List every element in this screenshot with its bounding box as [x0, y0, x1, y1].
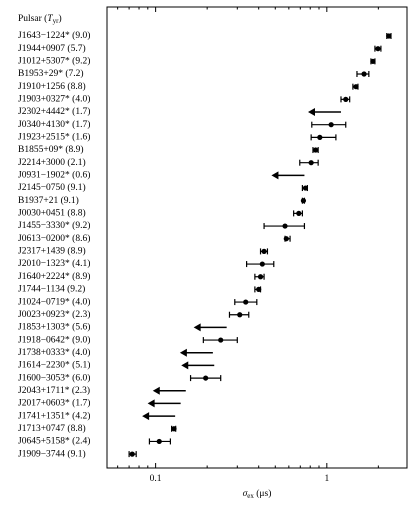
arrow-head [271, 171, 279, 180]
pulsar-label: B1855+09* (8.9) [18, 144, 84, 155]
data-point [261, 248, 267, 254]
pulsar-label: B1937+21 (9.1) [18, 195, 79, 206]
arrow-head [179, 348, 187, 357]
pulsar-label: J0340+4130* (1.7) [18, 119, 90, 130]
pulsar-label: J2010−1323* (4.1) [18, 258, 90, 269]
pulsar-label: J2043+1711* (2.3) [18, 385, 90, 396]
x-tick-label: 0.1 [150, 474, 162, 484]
pulsar-label: J1455−3330* (9.2) [18, 220, 90, 231]
column-header: Pulsar (Tyr) [18, 13, 62, 24]
data-point [129, 451, 135, 457]
pulsar-label: J0613−0200* (8.6) [18, 233, 90, 244]
pulsar-label: J1713+0747 (8.8) [18, 423, 86, 434]
pulsar-label: J2017+0603* (1.7) [18, 398, 90, 409]
pulsar-label: J1012+5307* (9.2) [18, 56, 90, 67]
pulsar-label: J1944+0907 (5.7) [18, 43, 86, 54]
pulsar-label: J1614−2230* (5.1) [18, 360, 90, 371]
pulsar-label: J0645+5158* (2.4) [18, 436, 90, 447]
plot-frame [106, 6, 408, 469]
data-point [300, 198, 307, 204]
pulsar-label: J0931−1902* (0.6) [18, 170, 90, 181]
arrow-head [152, 386, 160, 395]
data-point [156, 438, 162, 445]
pulsar-label: J1640+2224* (8.9) [18, 271, 90, 282]
pulsar-label: J1741+1351* (4.2) [18, 410, 90, 421]
data-point [283, 236, 289, 242]
pulsar-label: J1903+0327* (4.0) [18, 94, 90, 105]
data-point [203, 375, 209, 381]
pulsar-label: J0023+0923* (2.3) [18, 309, 90, 320]
data-point [171, 426, 177, 432]
data-point [313, 147, 319, 153]
pulsar-label: J1910+1256 (8.8) [18, 81, 86, 92]
data-point [386, 33, 392, 39]
data-point [328, 122, 334, 128]
data-point [361, 71, 367, 77]
pulsar-label: B1953+29* (7.2) [18, 68, 84, 79]
pulsar-label: J1918−0642* (9.0) [18, 334, 90, 345]
x-tick-label: 1 [324, 474, 329, 484]
data-point [259, 261, 265, 267]
data-point [257, 274, 264, 280]
pulsar-label: J1738+0333* (4.0) [18, 347, 90, 358]
data-point [282, 223, 288, 229]
arrow-head [193, 323, 201, 332]
data-point [308, 160, 314, 166]
arrow-head [307, 108, 315, 117]
pulsar-label: J1923+2515* (1.6) [18, 132, 90, 143]
data-point [375, 46, 381, 52]
x-axis-label: σex (μs) [243, 488, 272, 499]
data-point [243, 299, 249, 305]
pulsar-label: J1853+1303* (5.6) [18, 322, 90, 333]
pulsar-label: J2317+1439 (8.9) [18, 246, 86, 257]
pulsar-label: J2214+3000 (2.1) [18, 157, 86, 168]
data-point [317, 134, 323, 140]
data-point [296, 210, 302, 216]
data-point [343, 96, 349, 102]
data-point [256, 286, 262, 292]
data-point [370, 58, 376, 64]
pulsar-label: J1909−3744 (9.1) [18, 448, 86, 459]
pulsar-label: J1643−1224* (9.0) [18, 30, 90, 41]
pulsar-label: J1024−0719* (4.0) [18, 296, 90, 307]
data-point [218, 337, 224, 343]
data-point [302, 185, 309, 191]
arrow-head [181, 361, 189, 370]
pulsar-label: J2145−0750 (9.1) [18, 182, 86, 193]
pulsar-label: J1744−1134 (9.2) [18, 284, 85, 295]
data-point [237, 312, 243, 318]
pulsar-label: J2302+4442* (1.7) [18, 106, 90, 117]
arrow-head [142, 412, 150, 421]
arrow-head [147, 399, 155, 408]
data-point [353, 84, 359, 90]
pulsar-label: J0030+0451 (8.8) [18, 208, 86, 219]
pulsar-label: J1600−3053* (6.0) [18, 372, 90, 383]
